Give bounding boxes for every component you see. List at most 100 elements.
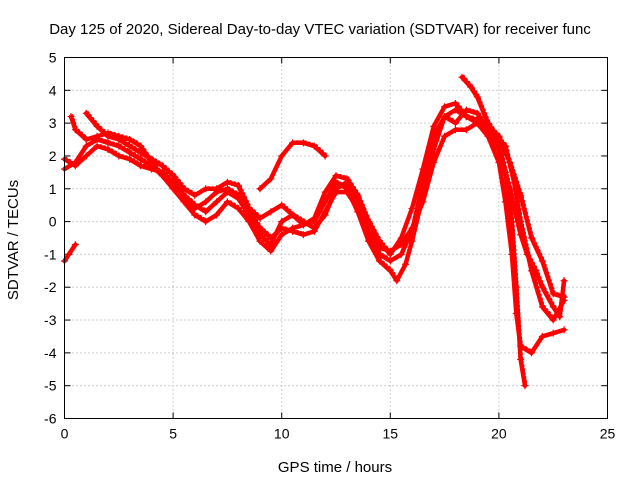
data-point-track-1-2	[82, 152, 90, 160]
data-point-track-3-7	[137, 142, 145, 150]
data-point-track-4-29	[397, 234, 405, 242]
data-point-track-4-2	[104, 132, 112, 140]
data-point-track-4-21	[310, 214, 318, 222]
data-point-track-5-2	[278, 152, 286, 160]
data-point-track-2-6	[126, 149, 134, 157]
trace-texture-track-5	[260, 140, 328, 189]
data-point-track-5-1	[267, 175, 275, 183]
x-tick-label: 10	[274, 426, 290, 442]
data-point-track-4-41	[527, 234, 535, 242]
data-point-track-4-28	[386, 250, 394, 258]
data-point-track-1-6	[126, 155, 134, 163]
data-point-track-3-35	[441, 113, 449, 121]
data-point-track-4-33	[441, 103, 449, 111]
data-point-track-4-8	[169, 172, 177, 180]
data-point-track-1-4	[104, 145, 112, 153]
data-point-track-4-30	[408, 204, 416, 212]
data-point-track-2-14	[213, 211, 221, 219]
y-tick-label: -2	[44, 279, 57, 295]
data-point-track-2-7	[137, 155, 145, 163]
data-point-track-2-18	[256, 237, 264, 245]
data-point-track-7-2	[473, 93, 481, 101]
data-point-track-4-31	[419, 165, 427, 173]
x-axis-label: GPS time / hours	[278, 459, 392, 476]
data-point-track-3-20	[278, 224, 286, 232]
data-point-track-3-32	[408, 227, 416, 235]
y-tick-label: -6	[44, 411, 57, 427]
data-point-track-4-18	[278, 201, 286, 209]
x-tick-label: 20	[491, 426, 507, 442]
data-point-track-2-37	[451, 106, 459, 114]
data-point-track-3-31	[397, 250, 405, 258]
data-point-track-5-5	[310, 142, 318, 150]
data-point-track-1-37	[462, 126, 470, 134]
data-point-track-4-4	[126, 142, 134, 150]
data-point-track-2-1	[71, 159, 79, 167]
data-point-track-4-5	[137, 149, 145, 157]
data-point-track-2-20	[278, 231, 286, 239]
data-point-track-7-1	[467, 83, 475, 91]
data-point-track-1-20	[278, 218, 286, 226]
data-point-track-2-47	[538, 332, 546, 340]
data-point-track-3-2	[82, 136, 90, 144]
data-point-track-2-31	[393, 277, 401, 285]
y-tick-label: -1	[44, 246, 57, 262]
data-point-track-4-22	[321, 188, 329, 196]
data-point-track-3-40	[495, 145, 503, 153]
data-point-track-4-25	[354, 191, 362, 199]
data-point-track-3-3	[93, 132, 101, 140]
data-point-track-3-46	[549, 303, 557, 311]
data-point-track-6-2	[71, 241, 79, 249]
data-point-track-3-30	[386, 257, 394, 265]
series-track-6	[61, 241, 79, 265]
data-point-track-3-11	[180, 195, 188, 203]
data-point-track-4-43	[549, 290, 557, 298]
x-tick-label: 25	[600, 426, 616, 442]
data-point-track-5-0	[256, 185, 264, 193]
data-point-track-2-15	[223, 198, 231, 206]
data-point-track-4-0	[82, 109, 90, 117]
series-track-5	[256, 139, 329, 193]
data-point-track-7-6	[510, 178, 518, 186]
data-point-track-3-26	[343, 188, 351, 196]
y-tick-label: 2	[49, 148, 57, 164]
x-tick-label: 0	[61, 426, 69, 442]
data-point-track-2-16	[234, 204, 242, 212]
data-point-track-2-49	[560, 326, 568, 334]
data-point-track-4-13	[223, 178, 231, 186]
data-point-track-3-29	[375, 250, 383, 258]
data-point-track-2-4	[104, 139, 112, 147]
data-point-track-4-17	[267, 208, 275, 216]
data-point-track-3-9	[158, 172, 166, 180]
data-point-track-3-13	[202, 198, 210, 206]
data-point-track-7-11	[560, 296, 568, 304]
axis-ticks: 0 5 10 15 20 25 -6 -5 -4 -3 -2 -1 0 1 2 3 4 5	[44, 50, 615, 442]
trace-texture-track-6	[65, 242, 78, 261]
data-point-track-2-32	[402, 260, 410, 268]
data-point-track-3-25	[332, 188, 340, 196]
data-point-track-1-5	[115, 152, 123, 160]
data-point-track-2-45	[517, 342, 525, 350]
data-point-track-1-45	[521, 382, 529, 390]
data-point-track-3-41	[506, 185, 514, 193]
data-point-track-7-3	[484, 119, 492, 127]
data-point-track-4-36	[473, 116, 481, 124]
data-point-track-2-30	[386, 267, 394, 275]
data-point-track-4-7	[158, 162, 166, 170]
data-point-track-4-16	[256, 214, 264, 222]
data-point-track-2-46	[527, 349, 535, 357]
data-point-track-7-5	[501, 142, 509, 150]
y-tick-label: -4	[44, 345, 57, 361]
y-axis-label: SDTVAR / TECUs	[5, 180, 22, 300]
y-tick-label: 0	[49, 214, 57, 230]
data-point-track-4-1	[93, 122, 101, 130]
data-point-track-4-42	[538, 257, 546, 265]
data-point-track-3-38	[473, 109, 481, 117]
data-point-track-5-3	[289, 139, 297, 147]
chart-title: Day 125 of 2020, Sidereal Day-to-day VTE…	[49, 21, 591, 38]
y-tick-label: 3	[49, 115, 57, 131]
y-tick-label: 4	[49, 82, 57, 98]
trace-texture-track-3	[71, 107, 567, 317]
data-point-track-4-24	[343, 175, 351, 183]
x-tick-label: 15	[383, 426, 399, 442]
